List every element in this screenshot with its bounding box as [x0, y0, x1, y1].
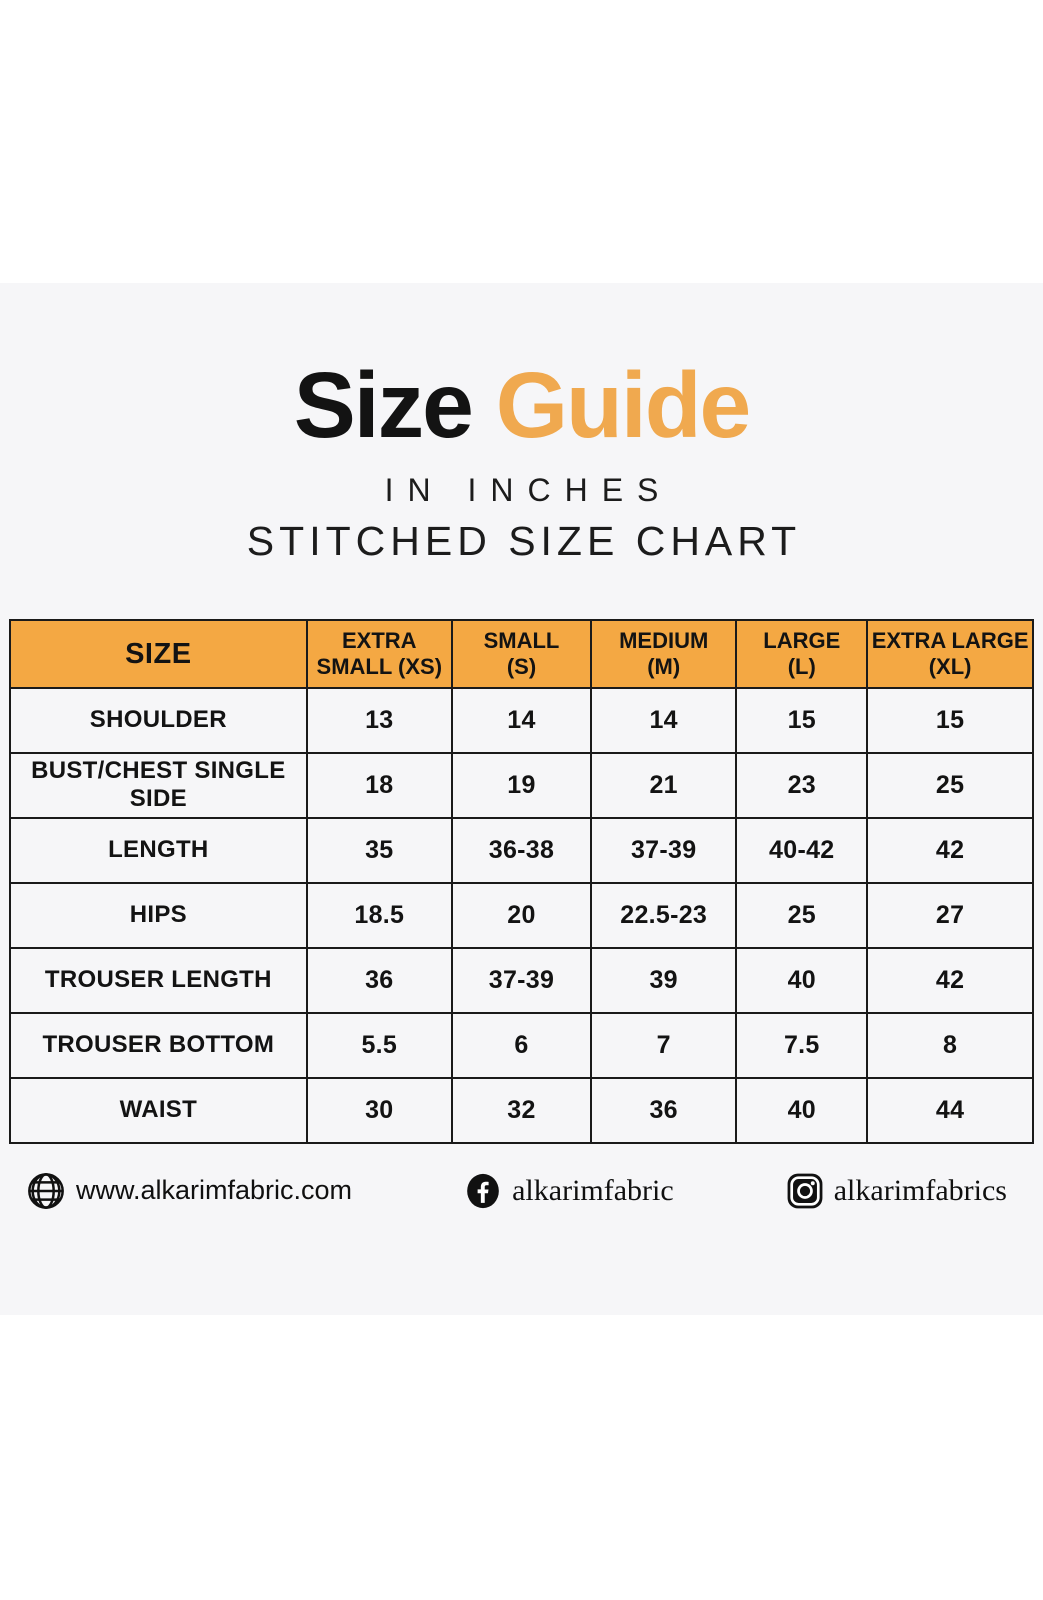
row-label: SHOULDER: [9, 686, 308, 754]
column-header-s: SMALL (S): [450, 618, 593, 689]
cell-value: 8: [866, 1011, 1034, 1079]
cell-value: 15: [866, 686, 1034, 754]
cell-value: 36: [305, 946, 453, 1014]
table-row-bust-chest: BUST/CHEST SINGLE SIDE 18 19 21 23 25: [9, 751, 1034, 819]
cell-value: 18.5: [305, 881, 453, 949]
cell-value: 18: [305, 751, 453, 819]
row-label: TROUSER LENGTH: [9, 946, 308, 1014]
cell-value: 36-38: [450, 816, 593, 884]
cell-value: 30: [305, 1076, 453, 1144]
table-row-trouser-length: TROUSER LENGTH 36 37-39 39 40 42: [9, 946, 1034, 1014]
cell-value: 6: [450, 1011, 593, 1079]
instagram-link[interactable]: alkarimfabrics: [786, 1172, 1007, 1210]
cell-value: 13: [305, 686, 453, 754]
footer: www.alkarimfabric.com alkarimfabric al: [0, 1171, 1043, 1211]
cell-value: 19: [450, 751, 593, 819]
cell-value: 40: [735, 1076, 869, 1144]
table-row-hips: HIPS 18.5 20 22.5-23 25 27: [9, 881, 1034, 949]
table-row-shoulder: SHOULDER 13 14 14 15 15: [9, 686, 1034, 754]
website-link[interactable]: www.alkarimfabric.com: [26, 1171, 352, 1211]
table-row-trouser-bottom: TROUSER BOTTOM 5.5 6 7 7.5 8: [9, 1011, 1034, 1079]
cell-value: 44: [866, 1076, 1034, 1144]
cell-value: 25: [866, 751, 1034, 819]
cell-value: 14: [450, 686, 593, 754]
row-label: LENGTH: [9, 816, 308, 884]
row-label: WAIST: [9, 1076, 308, 1144]
globe-icon: [26, 1171, 66, 1211]
subtitle-units: IN INCHES: [384, 471, 673, 508]
facebook-handle: alkarimfabric: [512, 1173, 674, 1207]
subtitle-stitched-chart: STITCHED SIZE CHART: [246, 517, 802, 564]
cell-value: 42: [866, 946, 1034, 1014]
cell-value: 37-39: [590, 816, 738, 884]
row-label: HIPS: [9, 881, 308, 949]
facebook-link[interactable]: alkarimfabric: [464, 1172, 674, 1210]
title-block: Size Guide IN INCHES STITCHED SIZE CHART: [0, 283, 1043, 565]
cell-value: 42: [866, 816, 1034, 884]
cell-value: 36: [590, 1076, 738, 1144]
table-row-waist: WAIST 30 32 36 40 44: [9, 1076, 1034, 1144]
facebook-icon: [464, 1172, 502, 1210]
size-chart-table: SIZE EXTRA SMALL (XS) SMALL (S) MEDIUM (M) …: [9, 618, 1034, 1144]
column-header-l: LARGE (L): [735, 618, 869, 689]
column-header-m: MEDIUM (M): [590, 618, 738, 689]
size-guide-card: Size Guide IN INCHES STITCHED SIZE CHART…: [0, 283, 1043, 1315]
cell-value: 25: [735, 881, 869, 949]
cell-value: 20: [450, 881, 593, 949]
instagram-handle: alkarimfabrics: [833, 1173, 1007, 1207]
table-row-length: LENGTH 35 36-38 37-39 40-42 42: [9, 816, 1034, 884]
column-header-xl: EXTRA LARGE (XL): [866, 618, 1034, 689]
cell-value: 40: [735, 946, 869, 1014]
column-header-xs: EXTRA SMALL (XS): [305, 618, 453, 689]
cell-value: 7.5: [735, 1011, 869, 1079]
cell-value: 21: [590, 751, 738, 819]
cell-value: 14: [590, 686, 738, 754]
cell-value: 23: [735, 751, 869, 819]
instagram-icon: [786, 1172, 824, 1210]
website-url: www.alkarimfabric.com: [76, 1175, 353, 1206]
cell-value: 15: [735, 686, 869, 754]
cell-value: 37-39: [450, 946, 593, 1014]
cell-value: 7: [590, 1011, 738, 1079]
cell-value: 39: [590, 946, 738, 1014]
column-header-size: SIZE: [9, 618, 308, 689]
header-row: SIZE EXTRA SMALL (XS) SMALL (S) MEDIUM (M) …: [9, 618, 1034, 689]
cell-value: 40-42: [735, 816, 869, 884]
row-label: TROUSER BOTTOM: [9, 1011, 308, 1079]
row-label: BUST/CHEST SINGLE SIDE: [9, 751, 308, 819]
cell-value: 32: [450, 1076, 593, 1144]
title-word-size: Size: [293, 353, 474, 457]
cell-value: 5.5: [305, 1011, 453, 1079]
page-title: Size Guide: [0, 357, 1043, 454]
title-word-guide: Guide: [495, 353, 752, 457]
cell-value: 35: [305, 816, 453, 884]
cell-value: 22.5-23: [590, 881, 738, 949]
cell-value: 27: [866, 881, 1034, 949]
